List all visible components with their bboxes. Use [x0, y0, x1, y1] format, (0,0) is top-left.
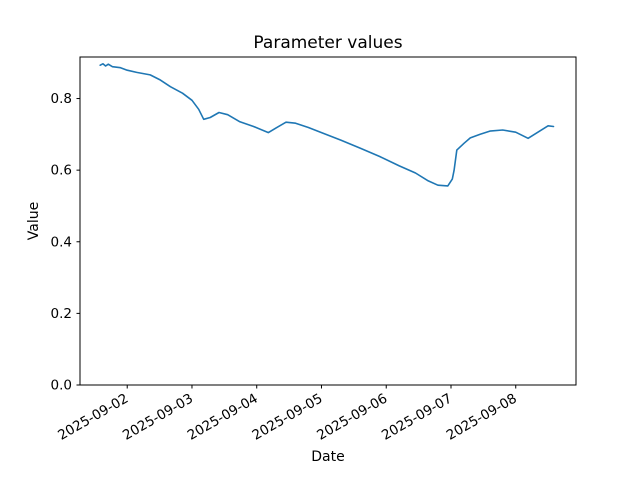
x-tick-label: 2025-09-03 [120, 391, 196, 444]
y-axis-label: Value [26, 202, 42, 240]
axes-frame [79, 56, 577, 386]
x-axis-label: Date [311, 449, 344, 465]
x-tick-label: 2025-09-08 [444, 391, 520, 444]
x-tick-label: 2025-09-04 [185, 391, 261, 444]
y-tick-label: 0.8 [51, 91, 72, 107]
plot-area [80, 57, 576, 385]
y-tick-label: 0.6 [51, 163, 72, 179]
data-line-layer [99, 62, 555, 187]
y-tick-label: 0.2 [51, 306, 72, 322]
data-line [99, 62, 555, 187]
chart-title: Parameter values [253, 33, 402, 53]
x-tick-label: 2025-09-02 [55, 391, 131, 444]
x-tick-label: 2025-09-07 [379, 391, 455, 444]
x-tick-label: 2025-09-05 [250, 391, 326, 444]
x-tick-label: 2025-09-06 [314, 391, 390, 444]
y-tick-label: 0.4 [51, 234, 72, 250]
y-tick-label: 0.0 [51, 378, 72, 394]
